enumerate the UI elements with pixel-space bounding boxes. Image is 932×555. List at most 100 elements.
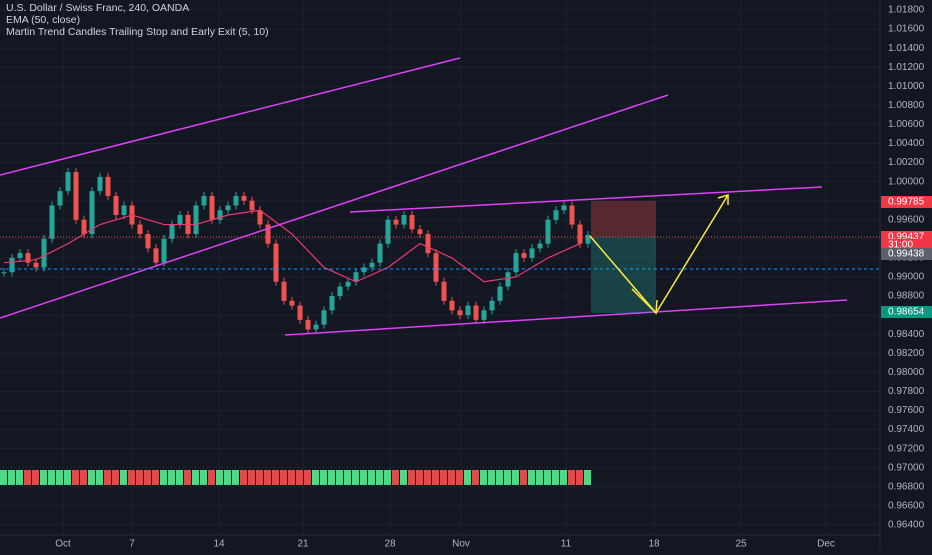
price-label: 1.00400 [888, 138, 925, 149]
trend-stripe [256, 470, 263, 485]
trend-stripe [0, 470, 7, 485]
trend-stripe [96, 470, 103, 485]
trend-stripe [128, 470, 135, 485]
trend-stripe [144, 470, 151, 485]
candle [57, 191, 63, 206]
trend-stripe [112, 470, 119, 485]
candle [193, 205, 199, 235]
trend-stripe [320, 470, 327, 485]
grid [0, 0, 880, 535]
trend-stripe [232, 470, 239, 485]
candle [561, 205, 567, 211]
candle [585, 235, 591, 244]
trend-stripe [192, 470, 199, 485]
trend-stripe [344, 470, 351, 485]
candle [33, 262, 39, 268]
trend-stripe [408, 470, 415, 485]
candle [249, 200, 255, 211]
trend-stripe [440, 470, 447, 485]
candle [553, 210, 559, 220]
axes: 1.01800 1.01600 1.01400 1.01200 1.01000 1.008… [55, 5, 932, 550]
trend-stripe [296, 470, 303, 485]
trend-stripe [24, 470, 31, 485]
candle [505, 272, 511, 287]
candle [281, 281, 287, 301]
candle [201, 195, 207, 206]
date-label: Dec [817, 539, 835, 550]
candle [529, 248, 535, 258]
trend-stripe [352, 470, 359, 485]
price-tag [881, 248, 932, 260]
candle [297, 305, 303, 320]
trend-stripe [208, 470, 215, 485]
date-label: 28 [384, 539, 396, 550]
candle [465, 305, 471, 316]
ema-legend: EMA (50, close) [6, 14, 80, 26]
trend-stripe [168, 470, 175, 485]
trend-stripe [16, 470, 23, 485]
trend-stripe [456, 470, 463, 485]
price-label: 1.01600 [888, 24, 925, 35]
price-label: 1.00000 [888, 176, 925, 187]
indicator-legend: Martin Trend Candles Trailing Stop and E… [6, 26, 269, 38]
trend-stripe [520, 470, 527, 485]
trend-stripe [240, 470, 247, 485]
date-label: Oct [55, 539, 71, 550]
candle [329, 296, 335, 311]
candle [97, 176, 103, 192]
candle [401, 215, 407, 225]
price-label: 0.98000 [888, 367, 925, 378]
price-label: 0.98200 [888, 348, 925, 359]
candle [265, 224, 271, 244]
price-label: 1.00200 [888, 157, 925, 168]
trend-stripe [72, 470, 79, 485]
candle [177, 215, 183, 225]
candle [497, 286, 503, 301]
trend-stripe [384, 470, 391, 485]
trend-stripe [120, 470, 127, 485]
candle [393, 219, 399, 225]
price-label: 0.97600 [888, 405, 925, 416]
trend-stripe [528, 470, 535, 485]
trend-stripe [216, 470, 223, 485]
candle [441, 281, 447, 301]
trend-stripe [160, 470, 167, 485]
price-label: 0.97800 [888, 386, 925, 397]
candle [273, 243, 279, 282]
trend-stripe [336, 470, 343, 485]
candle [577, 224, 583, 244]
trend-stripe [400, 470, 407, 485]
candle [257, 210, 263, 225]
trend-stripe [376, 470, 383, 485]
trend-stripe [488, 470, 495, 485]
price-label: 0.97000 [888, 462, 925, 473]
price-label: 1.01000 [888, 81, 925, 92]
date-label: Nov [452, 539, 470, 550]
candle [65, 172, 71, 192]
trend-stripe [152, 470, 159, 485]
candle [361, 267, 367, 273]
trend-stripe [464, 470, 471, 485]
candle [105, 176, 111, 196]
trend-stripe [288, 470, 295, 485]
candle [377, 243, 383, 263]
trend-stripe [544, 470, 551, 485]
price-label: 1.01400 [888, 43, 925, 54]
trend-line [284, 299, 848, 336]
candle [353, 272, 359, 282]
candle [457, 310, 463, 316]
candle [545, 219, 551, 244]
candle [473, 305, 479, 320]
trend-stripe [392, 470, 399, 485]
candle [337, 286, 343, 297]
trend-stripe [424, 470, 431, 485]
price-tag-label: 31:00 [888, 240, 913, 251]
price-label: 1.01200 [888, 62, 925, 73]
trend-stripe [264, 470, 271, 485]
trend-stripe [200, 470, 207, 485]
candle [569, 205, 575, 225]
candle [369, 262, 375, 268]
candle [209, 195, 215, 220]
